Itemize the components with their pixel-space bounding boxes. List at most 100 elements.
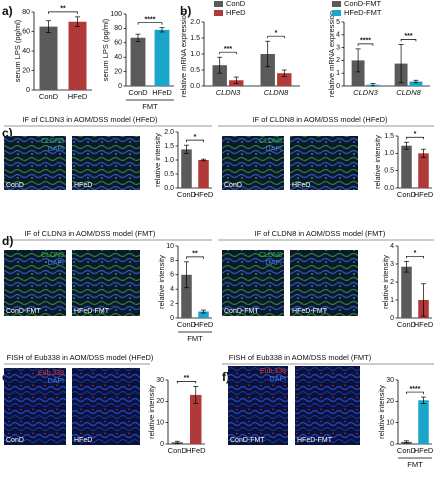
y-axis-label: relative mRNA expression: [327, 11, 336, 97]
bar: [198, 160, 209, 188]
x-tick-label: CLDN3: [353, 88, 378, 97]
sig-bracket: [48, 11, 78, 14]
x-tick-label: ConD: [128, 88, 148, 97]
micrograph: [295, 366, 360, 445]
group-label: ConD: [6, 437, 24, 444]
error-bar: [217, 56, 223, 74]
y-tick-label: 1.0: [164, 157, 174, 164]
y-axis-label: relative intensity: [157, 255, 166, 309]
dapi-label: DAPI: [48, 260, 64, 267]
sig-label: **: [184, 375, 190, 382]
error-bar: [404, 141, 409, 150]
x-tick-label: HFeD: [68, 92, 88, 101]
bar: [260, 54, 275, 86]
bar: [409, 81, 423, 86]
panel-label: f): [222, 370, 230, 384]
micrograph: [222, 136, 284, 190]
y-tick-label: 4: [390, 243, 394, 250]
x-tick-label: CLDN3: [216, 88, 241, 97]
bar: [401, 145, 412, 188]
sig-label: **: [192, 251, 198, 258]
x-tick-label: HFeD: [414, 446, 434, 455]
legend-swatch: [332, 1, 341, 7]
micrograph: [228, 366, 288, 445]
legend-label: HFeD-FMT: [344, 8, 382, 17]
y-tick-label: 3: [390, 261, 394, 268]
sig-label: ****: [410, 386, 421, 393]
sig-bracket: [406, 136, 424, 140]
micrograph: [72, 136, 140, 190]
panel-title: FISH of Eub338 in AOM/DSS model (HFeD): [7, 353, 154, 362]
bar: [198, 311, 209, 318]
sig-bracket: [186, 256, 204, 259]
sig-label: *: [275, 30, 278, 37]
panel-title: IF of CLDN8 in AOM/DSS model (HFeD): [252, 115, 388, 124]
sig-label: ***: [224, 46, 232, 53]
x-tick-label: HFeD: [152, 88, 172, 97]
x-tick-label: CLDN8: [264, 88, 289, 97]
y-tick-label: 1.5: [164, 143, 174, 150]
y-tick-label: 2.0: [164, 129, 174, 136]
group-label: HFeD: [74, 437, 92, 444]
x-tick-label: HFeD: [414, 190, 434, 199]
y-tick-label: 4: [336, 32, 340, 39]
panel-title: IF of CLDN3 in AOM/DSS model (FMT): [25, 229, 156, 238]
error-bar: [404, 260, 409, 273]
error-bar: [355, 48, 361, 73]
y-tick-label: 0.5: [164, 171, 174, 178]
micrograph: [290, 250, 358, 316]
x-tick-label: HFeD: [186, 446, 206, 455]
error-bar: [421, 283, 426, 317]
panel-label: a): [2, 4, 13, 18]
bar: [418, 400, 429, 444]
micrograph: [72, 368, 140, 445]
sig-bracket: [406, 391, 424, 395]
stain-label: CLDN8: [259, 138, 282, 145]
micrograph: [4, 250, 66, 316]
y-tick-label: 2: [170, 300, 174, 307]
y-tick-label: 0: [336, 83, 340, 90]
y-axis-label: relative intensity: [373, 135, 382, 189]
y-tick-label: 3: [336, 44, 340, 51]
legend-label: ConD-FMT: [344, 0, 382, 8]
dapi-label: DAPI: [266, 260, 282, 267]
sig-label: *: [194, 134, 197, 141]
error-bar: [193, 386, 199, 404]
y-tick-label: 0: [170, 315, 174, 322]
sig-bracket: [137, 22, 163, 25]
y-tick-label: 4: [170, 286, 174, 293]
error-bar: [265, 40, 271, 68]
bar: [212, 65, 227, 86]
group-label: HFeD: [292, 182, 310, 189]
y-tick-label: 60: [114, 40, 122, 47]
sig-bracket: [406, 255, 424, 259]
y-tick-label: 100: [110, 11, 122, 18]
y-tick-label: 2: [336, 57, 340, 64]
y-tick-label: 20: [156, 398, 164, 405]
group-label: HFeD-FMT: [292, 308, 328, 315]
legend-swatch: [332, 10, 341, 16]
x-tick-label: CLDN8: [396, 88, 421, 97]
y-axis-label: serum LPS (pg/ml): [13, 19, 22, 82]
y-tick-label: 10: [166, 243, 174, 250]
group-label: ConD-FMT: [224, 308, 259, 315]
legend-label: ConD: [226, 0, 246, 8]
sig-label: *: [414, 250, 417, 257]
error-bar: [184, 261, 189, 289]
y-tick-label: 30: [156, 377, 164, 384]
x-tick-label: ConD: [397, 320, 417, 329]
y-tick-label: 10: [156, 420, 164, 427]
panel-label: b): [180, 4, 191, 18]
error-bar: [233, 76, 239, 84]
stain-label: Eub 338: [38, 370, 64, 377]
error-bar: [404, 440, 409, 444]
y-tick-label: 0.0: [164, 185, 174, 192]
sig-label: **: [60, 6, 66, 13]
bar: [181, 149, 192, 188]
bar: [418, 153, 429, 188]
group-label: ConD-FMT: [230, 437, 265, 444]
y-axis-label: relative intensity: [147, 385, 156, 439]
y-tick-label: 20: [114, 68, 122, 75]
panel-title: FISH of Eub338 in AOM/DSS model (FMT): [229, 353, 372, 362]
